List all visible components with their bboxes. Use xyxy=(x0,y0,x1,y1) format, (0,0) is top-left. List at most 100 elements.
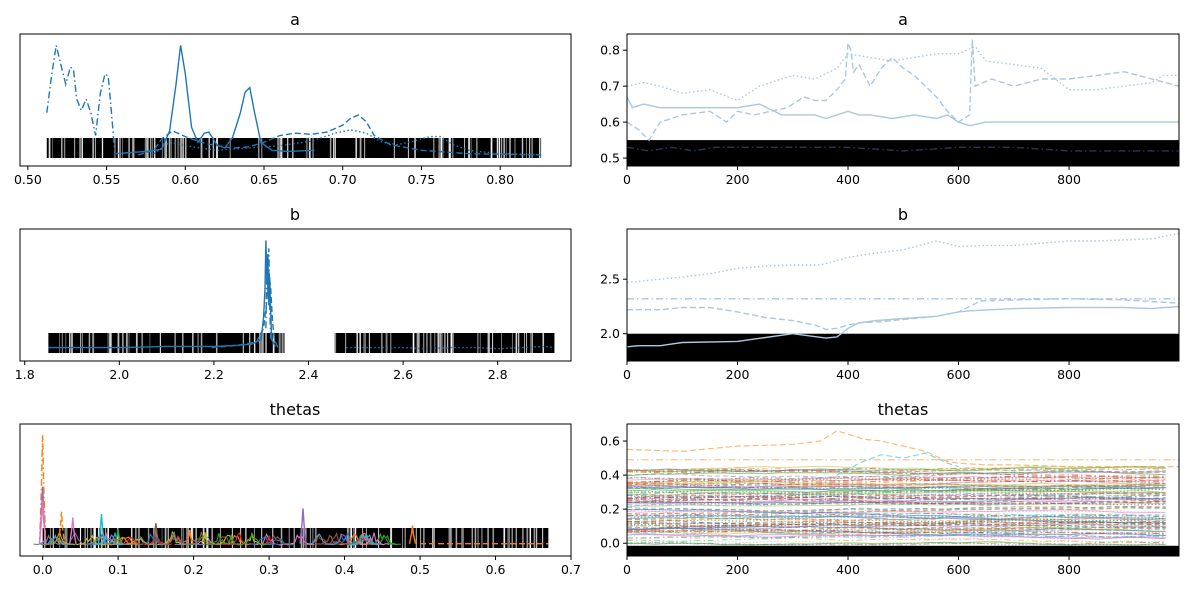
density-line xyxy=(237,532,268,546)
trace-line xyxy=(627,489,1166,498)
rug-band xyxy=(627,333,1179,361)
trace-line xyxy=(627,481,1166,487)
y-tick-label: 0.2 xyxy=(600,502,620,517)
series-line-dashed xyxy=(627,39,1179,142)
trace-line xyxy=(627,496,1166,502)
rug-plot xyxy=(48,333,555,353)
trace-line xyxy=(627,475,1166,481)
density-line xyxy=(92,536,123,546)
panel-thetas-kde-title: thetas xyxy=(270,400,321,419)
density-spike xyxy=(186,529,194,544)
series-line-dotted xyxy=(627,45,1179,102)
density-spike xyxy=(69,517,77,544)
density-line xyxy=(106,536,138,546)
x-tick-label: 600 xyxy=(947,172,971,187)
density-line xyxy=(33,534,64,546)
density-line xyxy=(321,531,352,545)
trace-line xyxy=(836,452,959,476)
x-tick-label: 2.0 xyxy=(109,367,129,382)
trace-line xyxy=(627,506,1166,513)
panel-thetas-trace: thetas 0 200 400 600 800 0.0 0.2 0.4 0.6 xyxy=(600,400,1180,577)
panel-a-trace: a 0 200 400 600 800 0.5 0.6 0.7 0.8 xyxy=(600,10,1180,187)
series-line-solid xyxy=(48,240,277,349)
trace-line xyxy=(627,490,1166,496)
x-tick-label: 2.2 xyxy=(204,367,224,382)
panel-thetas-trace-title: thetas xyxy=(878,400,929,419)
y-tick-label: 0.8 xyxy=(600,43,620,58)
trace-line xyxy=(627,480,1166,487)
x-tick-label: 200 xyxy=(726,562,750,577)
x-tick-label: 400 xyxy=(836,367,860,382)
trace-line xyxy=(627,490,1166,496)
x-tick-label: 0.2 xyxy=(184,562,204,577)
trace-line xyxy=(627,467,1166,473)
series-line-solid xyxy=(114,45,315,155)
density-spike xyxy=(227,534,236,545)
x-tick-label: 0.80 xyxy=(486,172,514,187)
density-spike xyxy=(97,514,106,544)
panel-b-trace-plot: 0 200 400 600 800 2.0 2.5 xyxy=(600,228,1180,382)
plot-area xyxy=(48,240,555,353)
trace-line xyxy=(627,518,1166,527)
density-spike xyxy=(38,435,47,544)
trace-line xyxy=(627,479,1166,488)
panel-b-trace-title: b xyxy=(898,205,908,224)
trace-line xyxy=(627,491,1166,497)
trace-line xyxy=(627,528,1166,538)
panel-thetas-trace-plot: 0 200 400 600 800 0.0 0.2 0.4 0.6 xyxy=(600,423,1180,577)
trace-line xyxy=(627,485,1166,490)
y-tick-label: 0.4 xyxy=(600,468,620,483)
x-tick-label: 0.5 xyxy=(410,562,430,577)
y-tick-label: 0.6 xyxy=(600,115,620,130)
plot-area xyxy=(627,39,1179,166)
series-line-dashdot xyxy=(46,45,116,151)
trace-line xyxy=(627,470,1166,479)
series-line-dashdot xyxy=(627,146,1179,152)
density-spike xyxy=(114,528,122,544)
x-tick-label: 600 xyxy=(947,367,971,382)
x-tick-label: 2.4 xyxy=(299,367,319,382)
trace-line xyxy=(627,529,1166,536)
x-tick-label: 0 xyxy=(623,367,631,382)
panel-a-trace-plot: 0 200 400 600 800 0.5 0.6 0.7 0.8 xyxy=(600,33,1180,187)
y-tick-label: 0.5 xyxy=(600,151,620,166)
plot-area xyxy=(627,430,1179,556)
trace-line xyxy=(627,498,1166,505)
y-tick-label: 0.0 xyxy=(600,536,620,551)
series-line-dotted xyxy=(627,232,1179,284)
x-tick-label: 800 xyxy=(1057,367,1081,382)
x-tick-label: 800 xyxy=(1057,172,1081,187)
x-tick-label: 200 xyxy=(726,172,750,187)
y-tick-label: 0.7 xyxy=(600,79,620,94)
x-tick-label: 200 xyxy=(726,367,750,382)
trace-line xyxy=(627,524,1166,530)
rug-plot xyxy=(46,138,542,158)
density-spike xyxy=(38,500,47,544)
rug-plot xyxy=(627,545,1179,556)
series-line-dashed xyxy=(137,114,542,156)
series-line-solid xyxy=(627,305,1179,348)
axes-frame xyxy=(626,423,1180,557)
panel-b-kde-title: b xyxy=(290,205,300,224)
density-line xyxy=(248,535,280,546)
trace-line xyxy=(627,479,1166,484)
trace-line xyxy=(627,491,1166,498)
trace-line xyxy=(627,476,1166,481)
rug-band xyxy=(627,545,1179,556)
trace-line xyxy=(627,528,1166,534)
panel-b-kde: b 1.8 2.0 2.2 2.4 2.6 2.8 xyxy=(15,205,572,382)
trace-line xyxy=(627,514,1166,518)
y-tick-label: 2.0 xyxy=(600,326,620,341)
density-spike xyxy=(265,535,273,545)
series-line-dashed xyxy=(627,298,1179,331)
trace-line xyxy=(627,430,1179,468)
x-tick-label: 0 xyxy=(623,172,631,187)
x-tick-label: 2.6 xyxy=(393,367,413,382)
density-line xyxy=(41,535,73,546)
trace-line xyxy=(627,506,1166,515)
trace-line xyxy=(627,534,1166,542)
trace-line xyxy=(627,495,1166,501)
x-tick-label: 0.6 xyxy=(486,562,506,577)
x-tick-label: 0.70 xyxy=(329,172,357,187)
